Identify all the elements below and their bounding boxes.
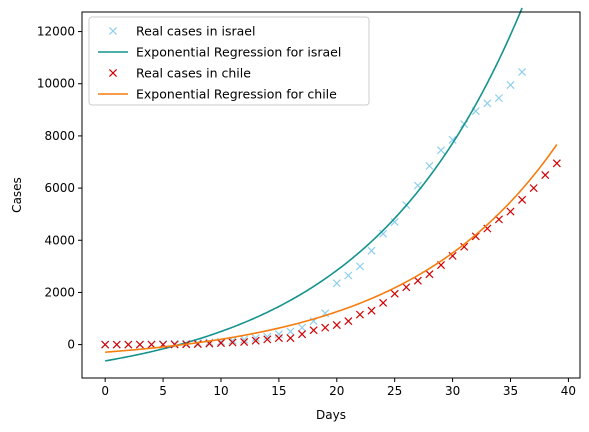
data-point (298, 323, 307, 332)
data-point (344, 317, 353, 326)
legend-box (88, 16, 370, 106)
legend-label: Real cases in israel (136, 24, 255, 39)
series-2 (101, 159, 561, 349)
data-point (402, 283, 411, 292)
data-point (425, 270, 434, 279)
data-point (379, 298, 388, 307)
data-point (355, 262, 364, 271)
y-tick-label: 8000 (44, 129, 75, 143)
y-tick-label: 10000 (37, 77, 75, 91)
data-point (448, 135, 457, 144)
data-point (309, 326, 318, 335)
data-point (471, 232, 480, 241)
series-3 (105, 144, 558, 353)
data-point (355, 310, 364, 319)
x-tick-label: 40 (561, 384, 576, 398)
data-point (518, 195, 527, 204)
data-point (425, 161, 434, 170)
data-point (286, 327, 295, 336)
series-layer (101, 7, 561, 362)
y-tick-label: 4000 (44, 233, 75, 247)
x-tick-label: 20 (329, 384, 344, 398)
y-tick-label: 0 (67, 338, 75, 352)
legend-label: Exponential Regression for chile (136, 87, 337, 102)
data-point (205, 338, 214, 347)
data-point (506, 81, 515, 90)
plot-frame (81, 11, 581, 379)
data-point (390, 289, 399, 298)
data-point (344, 271, 353, 280)
legend: Real cases in israel Exponential Regressi… (88, 16, 370, 106)
data-point (124, 340, 133, 349)
data-point (240, 335, 249, 344)
x-axis-label: Days (316, 408, 346, 422)
x-tick-label: 25 (387, 384, 402, 398)
data-point (367, 306, 376, 315)
data-point (483, 99, 492, 108)
legend-item: Exponential Regression for chile (98, 87, 337, 102)
data-point (552, 159, 561, 168)
legend-marker (108, 68, 118, 78)
data-point (506, 207, 515, 216)
x-tick-label: 5 (159, 384, 167, 398)
data-point (112, 340, 121, 349)
data-point (541, 171, 550, 180)
data-point (460, 242, 469, 251)
data-point (147, 340, 156, 349)
x-axis: 0 5 10 15 20 25 30 35 40 (101, 378, 576, 398)
data-point (367, 246, 376, 255)
x-tick-label: 10 (213, 384, 228, 398)
data-point (494, 94, 503, 103)
y-tick-label: 12000 (37, 25, 75, 39)
data-point (413, 276, 422, 285)
data-point (379, 229, 388, 238)
x-tick-label: 0 (101, 384, 109, 398)
data-point (436, 146, 446, 155)
x-tick-label: 30 (445, 384, 460, 398)
data-point (298, 330, 307, 339)
data-point (321, 323, 330, 332)
data-point (286, 334, 295, 343)
legend-item: Real cases in chile (108, 66, 251, 81)
data-point (518, 67, 527, 77)
data-point (390, 217, 399, 227)
y-axis: 0 2000 4000 6000 8000 10000 12000 (37, 25, 82, 352)
data-point (529, 184, 538, 193)
y-tick-label: 2000 (44, 285, 75, 299)
y-tick-label: 6000 (44, 181, 75, 195)
data-point (274, 334, 283, 343)
data-point (170, 340, 179, 349)
legend-marker (108, 26, 118, 36)
data-point (263, 335, 272, 344)
legend-item: Real cases in israel (108, 24, 255, 39)
data-point (135, 340, 144, 349)
data-point (240, 337, 249, 347)
data-point (101, 340, 110, 349)
data-point (251, 336, 260, 345)
legend-label: Real cases in chile (136, 66, 251, 81)
data-point (228, 338, 237, 347)
data-point (274, 330, 283, 339)
data-point (263, 332, 272, 341)
data-point (332, 279, 341, 288)
data-point (332, 321, 341, 330)
legend-label: Exponential Regression for israel (136, 45, 341, 60)
legend-item: Exponential Regression for israel (98, 45, 341, 60)
y-axis-label: Cases (10, 177, 24, 213)
x-tick-label: 35 (503, 384, 518, 398)
x-tick-label: 15 (271, 384, 286, 398)
data-point (216, 339, 226, 348)
data-point (251, 334, 260, 343)
data-point (448, 251, 457, 260)
regression-line (105, 144, 558, 353)
